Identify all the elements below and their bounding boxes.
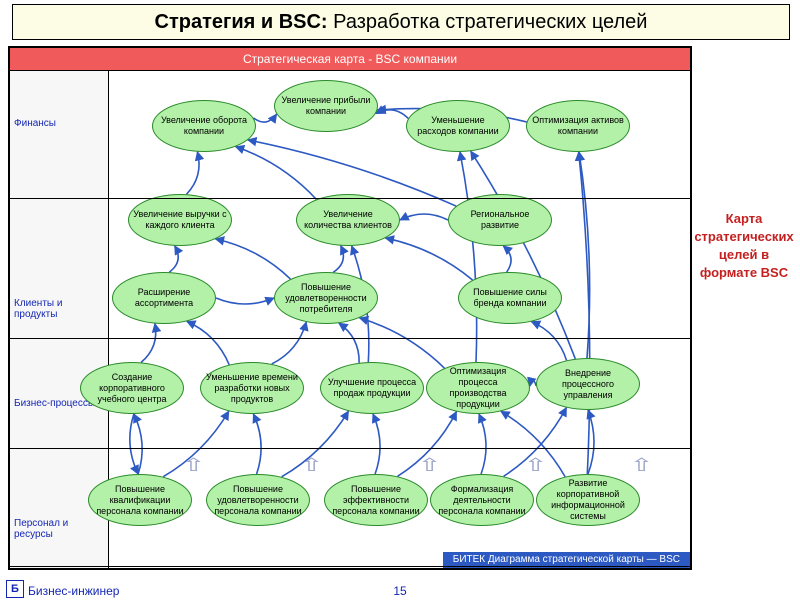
map-header: Стратегическая карта - BSC компании (10, 48, 690, 70)
page-title: Стратегия и BSC: Разработка стратегическ… (12, 4, 790, 40)
causal-arrow (479, 414, 486, 474)
goal-node: Внедрение процессного управления (536, 358, 640, 410)
upflow-arrow-icon: ⇧ (417, 455, 441, 476)
goal-node: Региональное развитие (448, 194, 552, 246)
goal-node: Формализация деятельности персонала комп… (430, 474, 534, 526)
side-caption: Карта стратегических целей в формате BSC (694, 210, 794, 282)
causal-arrow (531, 322, 566, 361)
causal-arrow (460, 152, 477, 362)
perspective-label: Персонал и ресурсы (14, 518, 104, 540)
goal-node: Развитие корпоративной информационной си… (536, 474, 640, 526)
causal-arrow (134, 414, 142, 474)
causal-arrow (216, 239, 291, 279)
row-divider (10, 198, 690, 199)
causal-arrow (216, 298, 274, 304)
causal-arrow (333, 246, 343, 273)
row-divider (10, 70, 690, 71)
causal-arrow (272, 322, 306, 364)
causal-arrow (385, 238, 472, 280)
causal-arrow (169, 246, 178, 272)
goal-node: Улучшение процесса продаж продукции (320, 362, 424, 414)
page-title-bold: Стратегия и BSC: (155, 11, 328, 33)
perspective-label: Финансы (14, 118, 104, 129)
causal-arrow (373, 414, 380, 474)
row-divider (10, 566, 690, 567)
causal-arrow (141, 324, 156, 363)
causal-arrow (253, 414, 261, 474)
causal-arrow (471, 151, 576, 359)
goal-node: Увеличение прибыли компании (274, 80, 378, 132)
perspective-label: Клиенты и продукты (14, 298, 104, 320)
causal-arrow (253, 114, 276, 122)
upflow-arrow-icon: ⇧ (181, 455, 205, 476)
causal-arrow (503, 246, 511, 272)
strategic-map: Стратегическая карта - BSC компании Фина… (8, 46, 692, 570)
page-title-rest: Разработка стратегических целей (328, 11, 648, 33)
causal-arrow (579, 152, 590, 474)
goal-node: Создание корпоративного учебного центра (80, 362, 184, 414)
diagram-area: Увеличение оборота компании Увеличение пр… (108, 70, 690, 568)
goal-node: Повышение эффективности персонала компан… (324, 474, 428, 526)
row-divider (10, 338, 690, 339)
causal-arrow (579, 152, 590, 358)
goal-node: Оптимизация активов компании (526, 100, 630, 152)
page-footer: Б Бизнес-инжинер 15 (0, 580, 800, 598)
goal-node: Увеличение оборота компании (152, 100, 256, 152)
upflow-arrow-icon: ⇧ (523, 455, 547, 476)
causal-arrow (588, 410, 594, 474)
upflow-arrow-icon: ⇧ (299, 455, 323, 476)
row-divider (10, 448, 690, 449)
goal-node: Повышение силы бренда компании (458, 272, 562, 324)
upflow-arrow-icon: ⇧ (629, 455, 653, 476)
causal-arrow (130, 414, 138, 474)
causal-arrow (400, 214, 448, 220)
goal-node: Повышение удовлетворенности потребителя (274, 272, 378, 324)
goal-node: Увеличение количества клиентов (296, 194, 400, 246)
causal-arrow (187, 152, 199, 194)
goal-node: Уменьшение времени разработки новых прод… (200, 362, 304, 414)
goal-node: Повышение квалификации персонала компани… (88, 474, 192, 526)
causal-arrow (360, 318, 445, 368)
page-number: 15 (0, 584, 800, 598)
goal-node: Уменьшение расходов компании (406, 100, 510, 152)
causal-arrow (187, 321, 229, 364)
causal-arrow (236, 147, 317, 200)
goal-node: Оптимизация процесса производства продук… (426, 362, 530, 414)
causal-arrow (376, 110, 408, 119)
goal-node: Увеличение выручки с каждого клиента (128, 194, 232, 246)
goal-node: Расширение ассортимента (112, 272, 216, 324)
goal-node: Повышение удовлетворенности персонала ко… (206, 474, 310, 526)
causal-arrow (339, 323, 359, 363)
